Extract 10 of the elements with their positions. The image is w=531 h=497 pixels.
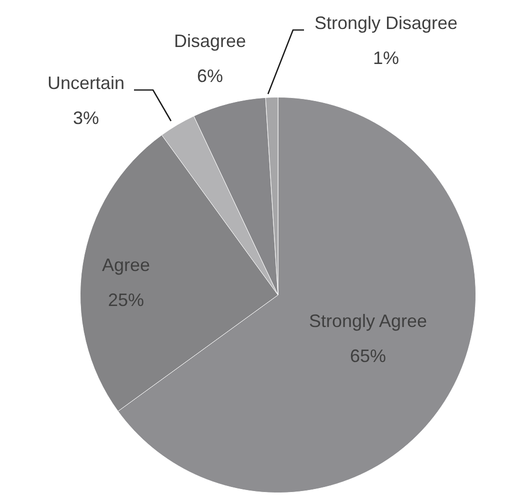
slice-label: Disagree <box>174 30 246 51</box>
data-label: 1% <box>372 48 400 68</box>
data-label: 25% <box>108 290 144 310</box>
data-label: 65% <box>350 346 386 366</box>
slice-label: Uncertain <box>47 72 125 93</box>
data-label: 6% <box>196 66 224 86</box>
slice-label: Agree <box>102 254 150 275</box>
data-label: 3% <box>72 108 100 128</box>
slice-label: Strongly Agree <box>308 310 428 331</box>
slice-label: Strongly Disagree <box>314 12 458 33</box>
